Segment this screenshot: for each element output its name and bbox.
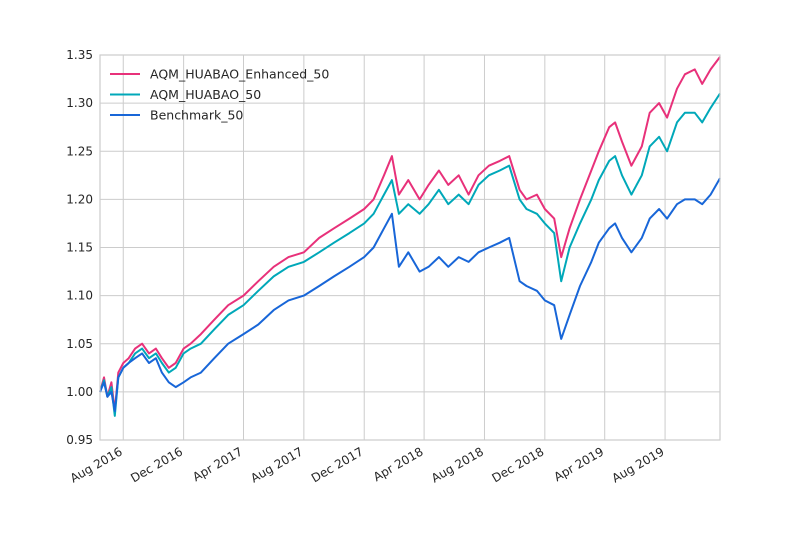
y-tick-label: 1.25 xyxy=(66,144,93,158)
legend-label: Benchmark_50 xyxy=(150,108,243,123)
y-tick-label: 1.30 xyxy=(66,96,93,110)
legend[interactable]: AQM_HUABAO_Enhanced_50 AQM_HUABAO_50 Bench… xyxy=(110,67,329,123)
y-tick-label: 1.20 xyxy=(66,192,93,206)
y-axis: 0.95 1.00 1.05 1.10 1.15 1.20 1.25 1.30 1.35 xyxy=(66,48,93,447)
x-tick-label: Apr 2017 xyxy=(190,444,245,484)
y-tick-label: 1.05 xyxy=(66,337,93,351)
y-tick-label: 1.10 xyxy=(66,289,93,303)
plot-frame xyxy=(99,54,721,441)
legend-label: AQM_HUABAO_Enhanced_50 xyxy=(150,67,329,82)
y-tick-label: 1.35 xyxy=(66,48,93,62)
legend-label: AQM_HUABAO_50 xyxy=(150,87,261,102)
x-tick-label: Apr 2018 xyxy=(371,444,426,484)
series-line-2 xyxy=(99,92,721,417)
x-axis: Aug 2016 Dec 2016 Apr 2017 Aug 2017 Dec 2017… xyxy=(68,444,667,485)
series-layer xyxy=(99,56,721,417)
series-line-3 xyxy=(99,177,721,413)
x-tick-label: Dec 2018 xyxy=(489,444,546,485)
legend-item-3[interactable]: Benchmark_50 xyxy=(110,108,243,123)
x-tick-label: Aug 2017 xyxy=(248,444,305,485)
y-tick-label: 1.15 xyxy=(66,241,93,255)
x-tick-label: Aug 2018 xyxy=(429,444,486,485)
y-tick-label: 1.00 xyxy=(66,385,93,399)
series-line-1 xyxy=(99,56,721,413)
legend-item-1[interactable]: AQM_HUABAO_Enhanced_50 xyxy=(110,67,329,82)
y-tick-label: 0.95 xyxy=(66,433,93,447)
legend-item-2[interactable]: AQM_HUABAO_50 xyxy=(110,87,261,102)
x-tick-label: Aug 2019 xyxy=(610,444,667,485)
x-tick-label: Aug 2016 xyxy=(68,444,125,485)
x-tick-label: Dec 2016 xyxy=(128,444,185,485)
x-tick-label: Dec 2017 xyxy=(309,444,366,485)
x-tick-label: Apr 2019 xyxy=(551,444,606,484)
